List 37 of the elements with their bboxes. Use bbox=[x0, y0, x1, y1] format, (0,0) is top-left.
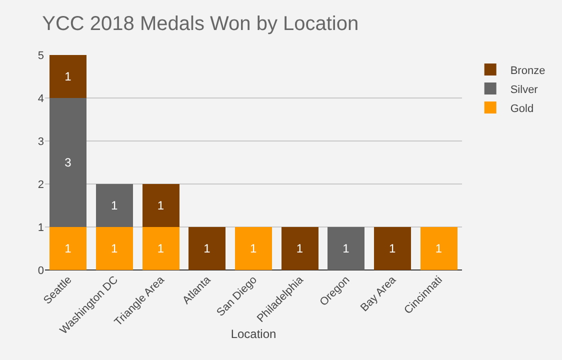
data-label: 1 bbox=[64, 70, 72, 84]
bar bbox=[188, 227, 226, 270]
data-label: 1 bbox=[157, 198, 164, 212]
bar bbox=[50, 55, 87, 98]
bar bbox=[142, 227, 180, 270]
legend-label: Bronze bbox=[510, 64, 546, 77]
legend-label: Gold bbox=[510, 102, 534, 115]
bar bbox=[50, 227, 87, 270]
bar bbox=[281, 227, 318, 270]
data-label: 1 bbox=[204, 242, 211, 256]
bar bbox=[420, 227, 458, 270]
x-axis-title: Location bbox=[230, 326, 276, 341]
bar bbox=[234, 227, 272, 270]
bar bbox=[328, 227, 365, 270]
chart-title: YCC 2018 Medals Won by Location bbox=[42, 13, 359, 36]
bar bbox=[96, 184, 134, 227]
y-tick-label: 2 bbox=[38, 178, 44, 191]
legend-label: Silver bbox=[510, 84, 538, 96]
bar bbox=[96, 227, 134, 270]
y-tick-label: 0 bbox=[38, 264, 44, 277]
data-label: 3 bbox=[64, 156, 72, 170]
y-tick-label: 5 bbox=[38, 50, 44, 62]
bar bbox=[374, 227, 412, 270]
data-label: 1 bbox=[296, 242, 304, 256]
data-label: 1 bbox=[111, 242, 118, 256]
data-label: 1 bbox=[250, 242, 257, 256]
data-label: 1 bbox=[111, 198, 118, 212]
data-label: 1 bbox=[389, 242, 396, 256]
y-tick-label: 3 bbox=[38, 136, 44, 148]
y-tick-label: 1 bbox=[38, 222, 44, 234]
bar bbox=[142, 184, 180, 227]
data-label: 1 bbox=[157, 242, 164, 256]
data-label: 1 bbox=[342, 242, 350, 256]
data-label: 1 bbox=[435, 242, 442, 256]
data-label: 1 bbox=[64, 242, 72, 256]
y-tick-label: 4 bbox=[38, 92, 44, 105]
bar bbox=[50, 98, 87, 227]
